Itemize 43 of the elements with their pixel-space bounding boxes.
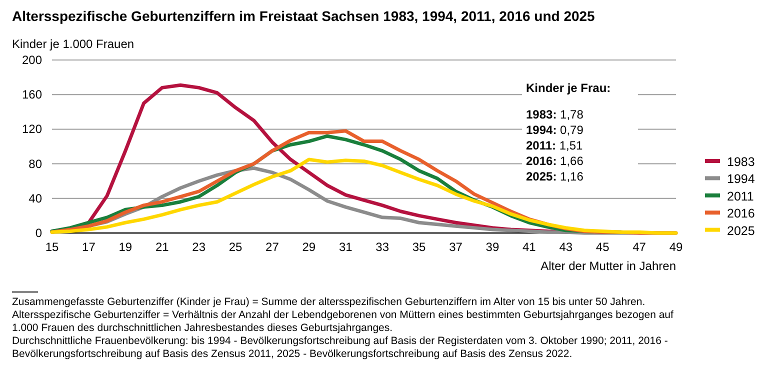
legend-label: 1983	[727, 155, 755, 169]
x-tick-label: 21	[155, 240, 170, 254]
annotation: 2011: 1,51	[526, 138, 584, 152]
legend-label: 1994	[727, 172, 755, 186]
y-tick-label: 160	[22, 88, 42, 102]
y-tick-label: 0	[35, 226, 42, 240]
text: Altersspezifische Geburtenziffer = Verhältnis der Anzahl der Lebendgeborenen von Müttern eines bestimmten Geburtsjahrganges bezogen auf	[12, 309, 674, 321]
x-tick-label: 27	[266, 240, 280, 254]
legend-label: 2011	[727, 189, 754, 204]
x-tick-label: 47	[632, 240, 646, 254]
x-tick-label: 23	[192, 240, 206, 254]
text: 1.000 Frauen des durchschnittlichen Jahresbestandes dieses Geburtsjahrganges.	[12, 322, 393, 334]
x-tick-label: 45	[596, 240, 610, 254]
annotation: 2016: 1,66	[526, 154, 584, 168]
annotation: Kinder je Frau:	[526, 81, 611, 95]
y-tick-label: 80	[28, 156, 42, 171]
text: Zusammengefasste Geburtenziffer (Kinder je Frau) = Summe der altersspezifischen Geburtenziffern im Alter von 15 bis unter 50 Jahren.	[12, 296, 646, 308]
x-tick-label: 25	[228, 240, 243, 254]
x-tick-label: 39	[486, 240, 500, 254]
annotation: 2025: 1,16	[526, 170, 584, 184]
y-tick-label: 40	[28, 191, 42, 206]
legend-label: 2025	[727, 224, 755, 238]
text: Bevölkerungsfortschreibung auf Basis des Zensus 2011, 2025 - Bevölkerungsfortschreibung auf Basis des Zensus 2022.	[12, 348, 572, 360]
x-tick-label: 37	[449, 240, 463, 254]
x-tick-label: 15	[45, 240, 59, 254]
x-tick-label: 43	[559, 240, 573, 254]
annotation: 1983: 1,78	[526, 108, 584, 122]
annotation: 1994: 0,79	[526, 123, 584, 137]
x-tick-label: 31	[338, 240, 353, 254]
x-tick-label: 19	[118, 240, 132, 254]
y-axis-title: Kinder je 1.000 Frauen	[12, 37, 134, 51]
x-tick-label: 29	[302, 240, 316, 254]
y-tick-label: 200	[22, 53, 42, 67]
x-tick-label: 41	[522, 240, 536, 254]
x-tick-label: 35	[412, 240, 426, 254]
x-tick-label: 33	[376, 240, 390, 254]
x-tick-label: 49	[669, 240, 683, 254]
text: Durchschnittliche Frauenbevölkerung: bis 1994 - Bevölkerungsfortschreibung auf Basis der Registerdaten vom 3. Oktober 1990; 2011, 2016 -	[12, 335, 668, 347]
y-tick-label: 120	[22, 122, 42, 136]
x-tick-label: 17	[82, 240, 96, 254]
x-axis-title: Alter der Mutter in Jahren	[540, 259, 676, 273]
legend-label: 2016	[727, 206, 755, 221]
chart-title: Altersspezifische Geburtenziffern im Freistaat Sachsen 1983, 1994, 2011, 2016 und 2025	[12, 8, 596, 24]
